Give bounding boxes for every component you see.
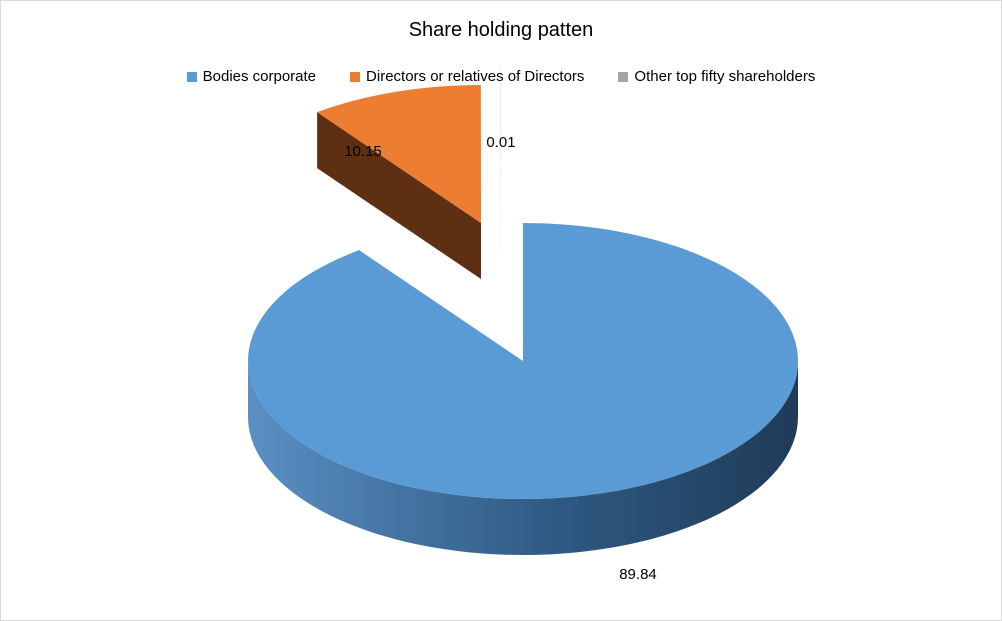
slice-side-directors <box>317 112 481 280</box>
slice-side-bodies-corporate <box>248 361 798 555</box>
slice-directors <box>317 85 481 223</box>
legend-label-directors: Directors or relatives of Directors <box>366 68 585 85</box>
legend: Bodies corporate Directors or relatives … <box>1 68 1001 85</box>
legend-swatch-directors <box>350 71 361 82</box>
legend-label-bodies-corporate: Bodies corporate <box>202 68 317 85</box>
data-label-bodies-corporate: 89.84 <box>619 566 657 583</box>
data-label-directors: 10.15 <box>344 143 382 160</box>
data-label-other-shareholders: 0.01 <box>486 134 515 151</box>
legend-swatch-other-shareholders <box>618 71 629 82</box>
pie-slices <box>248 67 798 555</box>
legend-label-other-shareholders: Other top fifty shareholders <box>634 68 816 85</box>
legend-item-directors: Directors or relatives of Directors <box>350 68 584 85</box>
chart-title: Share holding patten <box>408 19 594 41</box>
legend-item-other-shareholders: Other top fifty shareholders <box>618 68 815 85</box>
slice-bodies-corporate <box>248 223 798 500</box>
legend-item-bodies-corporate: Bodies corporate <box>186 68 317 85</box>
legend-swatch-bodies-corporate <box>186 71 197 82</box>
